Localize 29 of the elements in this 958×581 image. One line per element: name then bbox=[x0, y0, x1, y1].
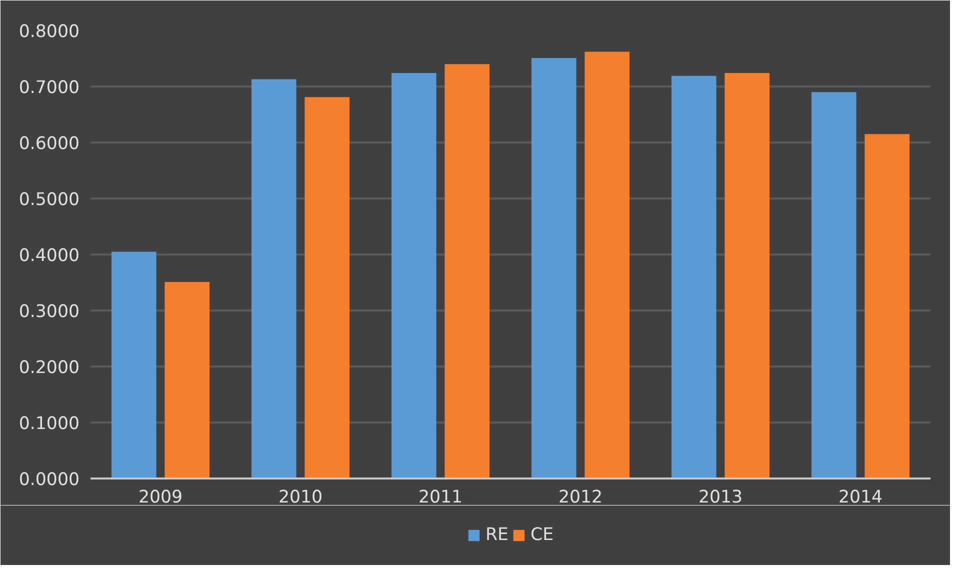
y-tick-label: 0.0000 bbox=[18, 470, 80, 490]
y-tick-label: 0.7000 bbox=[18, 78, 80, 98]
x-tick-label: 2012 bbox=[558, 488, 603, 508]
y-tick-label: 0.1000 bbox=[18, 414, 80, 434]
bar bbox=[584, 52, 630, 478]
legend-label: CE bbox=[530, 525, 554, 545]
bar bbox=[252, 79, 296, 478]
bar bbox=[672, 76, 716, 478]
bar bbox=[392, 73, 436, 478]
bar bbox=[164, 282, 210, 478]
y-tick-label: 0.3000 bbox=[18, 302, 80, 322]
x-tick-label: 2011 bbox=[418, 488, 463, 508]
x-tick-label: 2009 bbox=[138, 488, 183, 508]
bar bbox=[724, 73, 770, 478]
bar bbox=[864, 134, 910, 478]
bar bbox=[532, 58, 576, 478]
y-tick-label: 0.2000 bbox=[18, 358, 80, 378]
y-tick-label: 0.5000 bbox=[18, 190, 80, 210]
bar bbox=[304, 97, 350, 478]
y-tick-label: 0.6000 bbox=[18, 134, 80, 154]
y-tick-label: 0.8000 bbox=[18, 22, 80, 42]
x-tick-label: 2010 bbox=[278, 488, 323, 508]
x-tick-label: 2014 bbox=[838, 488, 883, 508]
x-tick-label: 2013 bbox=[698, 488, 743, 508]
bar bbox=[112, 252, 156, 478]
bar bbox=[812, 92, 856, 478]
bar bbox=[444, 64, 490, 478]
y-tick-label: 0.4000 bbox=[18, 246, 80, 266]
legend-label: RE bbox=[485, 525, 508, 545]
